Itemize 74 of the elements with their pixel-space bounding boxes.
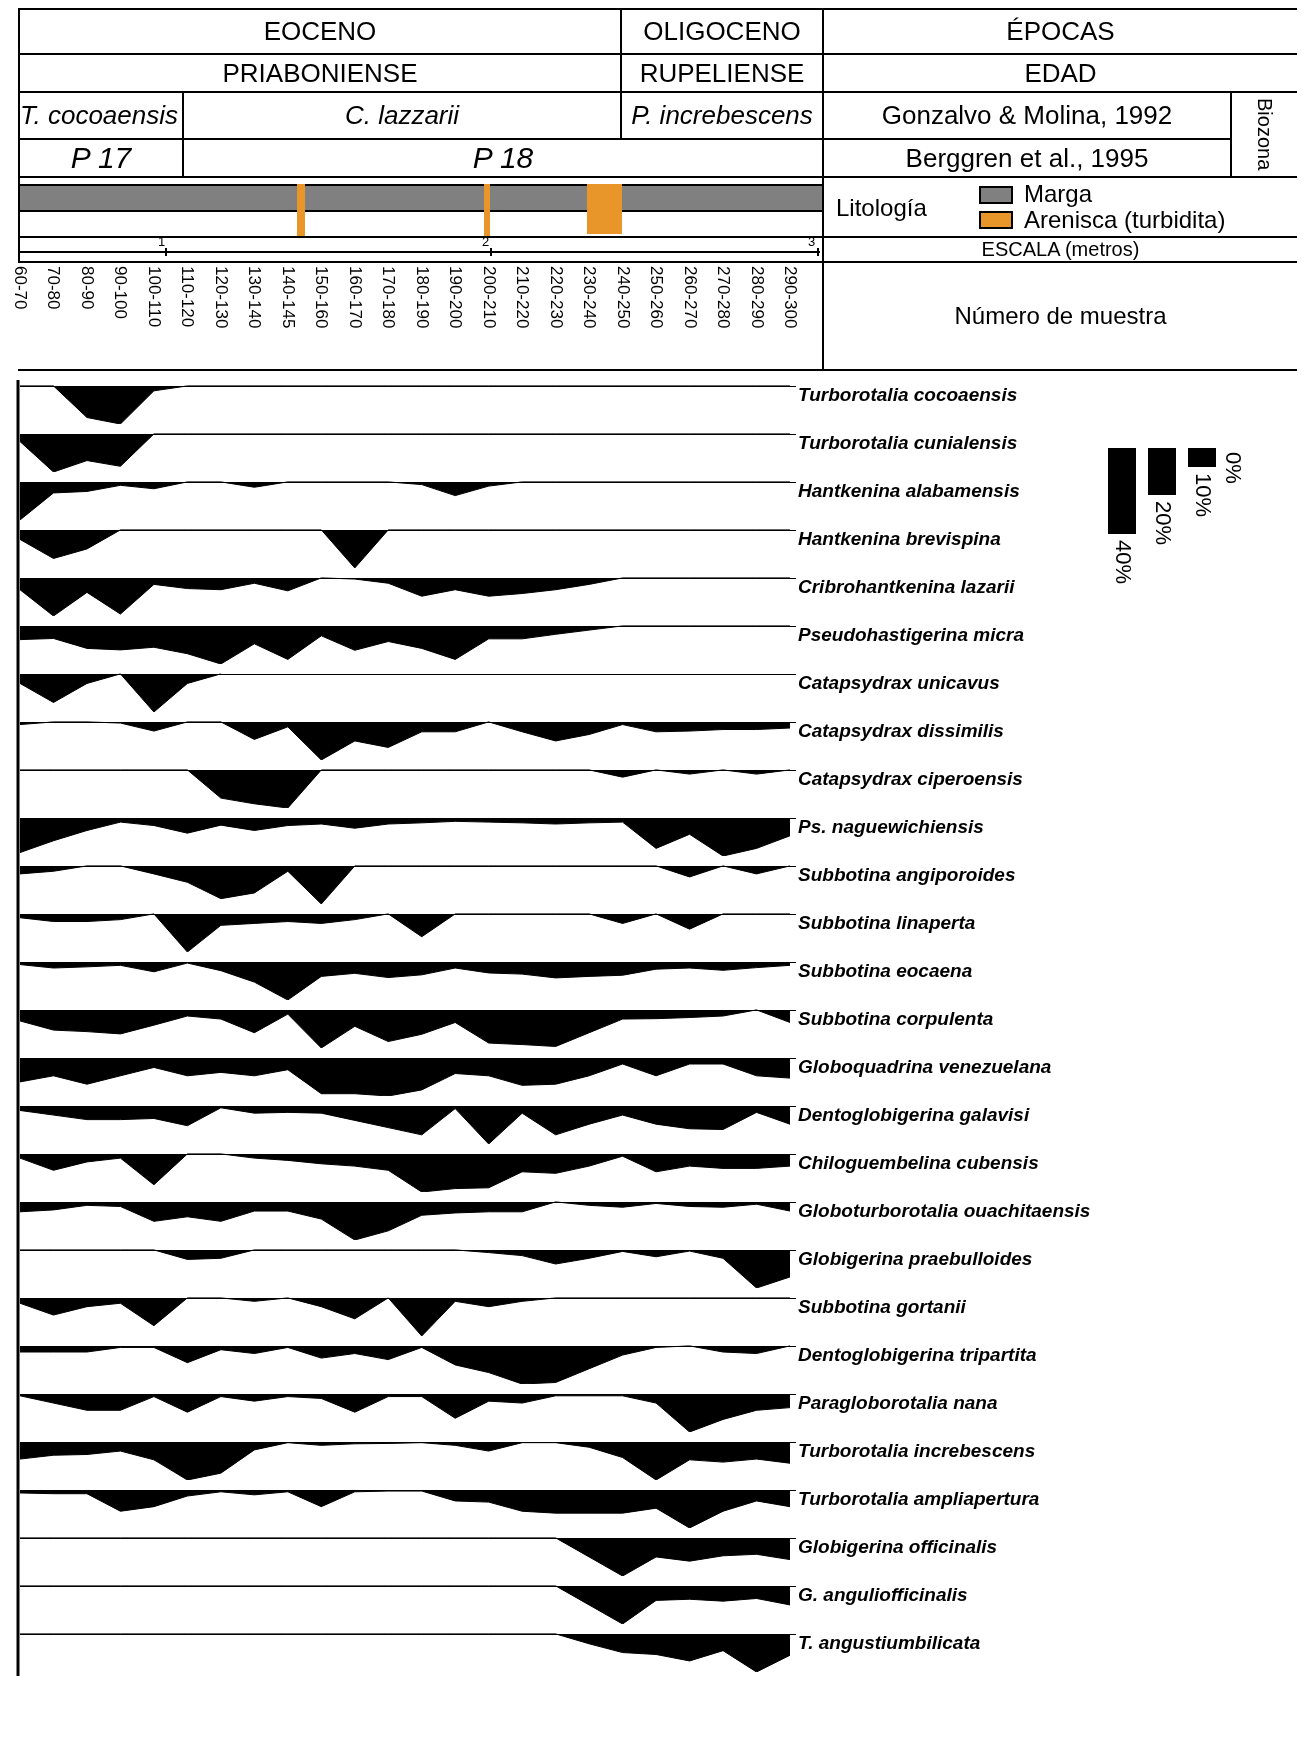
text: 180-190	[411, 266, 432, 329]
text: 160-170	[344, 266, 365, 329]
text: 10%	[1190, 473, 1216, 518]
series-label: G. anguliofficinalis	[798, 1584, 968, 1606]
text: 250-260	[646, 266, 667, 329]
text: 150-160	[311, 266, 332, 329]
series-label: Ps. naguewichiensis	[798, 816, 984, 838]
text: RUPELIENSE	[639, 57, 805, 89]
text: 170-180	[378, 266, 399, 329]
series-label: Globigerina officinalis	[798, 1536, 998, 1558]
series-label: Chiloguembelina cubensis	[798, 1152, 1039, 1174]
series-label: Paragloborotalia nana	[798, 1392, 998, 1414]
series-label: Dentoglobigerina tripartita	[798, 1344, 1037, 1366]
text: 100-110	[143, 266, 164, 328]
text: Marga	[1024, 180, 1093, 208]
series-label: Turborotalia increbescens	[798, 1440, 1036, 1462]
text: 90-100	[110, 266, 131, 319]
text: 0%	[1220, 452, 1246, 484]
text: 70-80	[43, 266, 64, 310]
text: 80-90	[76, 266, 97, 310]
text: 60-70	[10, 266, 30, 310]
text: P. increbescens	[631, 100, 813, 131]
text: 230-240	[579, 266, 600, 329]
series-label: T. angustiumbilicata	[798, 1632, 981, 1654]
series-label: Dentoglobigerina galavisi	[798, 1104, 1030, 1126]
series-label: Subbotina gortanii	[798, 1296, 967, 1318]
text: 40%	[1110, 540, 1136, 585]
text: Biozona	[1253, 98, 1276, 171]
series-label: Hantkenina brevispina	[798, 528, 1002, 550]
series-label: Catapsydrax dissimilis	[798, 720, 1004, 742]
text: 290-300	[780, 266, 800, 329]
text: 200-210	[478, 266, 499, 329]
series-label: Globigerina praebulloides	[798, 1248, 1033, 1270]
text: 110-120	[177, 266, 198, 328]
text: 280-290	[746, 266, 767, 329]
text: OLIGOCENO	[643, 16, 801, 47]
series-label: Pseudohastigerina micra	[798, 624, 1025, 646]
series-label: Catapsydrax ciperoensis	[798, 768, 1023, 790]
series-label: Turborotalia cocoaensis	[798, 384, 1018, 406]
text: 190-200	[445, 266, 466, 329]
series-label: Hantkenina alabamensis	[798, 480, 1020, 502]
text: Berggren et al., 1995	[905, 142, 1149, 174]
text: 270-280	[713, 266, 734, 329]
text: 120-130	[210, 266, 231, 329]
series-label: Cribrohantkenina lazarii	[798, 576, 1016, 598]
series-label: Subbotina angiporoides	[798, 864, 1016, 886]
text: P 17	[70, 141, 132, 175]
series-label: Turborotalia cunialensis	[798, 432, 1018, 454]
text: PRIABONIENSE	[222, 57, 418, 89]
text: P 18	[472, 141, 534, 175]
text: Catapsydrax unicavus	[798, 672, 1000, 694]
text: Gonzalvo & Molina, 1992	[881, 100, 1173, 131]
text: Arenisca (turbidita)	[1024, 206, 1226, 234]
text: 130-140	[244, 266, 265, 329]
series-label: Subbotina corpulenta	[798, 1008, 994, 1030]
series-label: Turborotalia ampliapertura	[798, 1488, 1040, 1510]
text: Número de muestra	[954, 302, 1167, 330]
series-label: Globoturborotalia ouachitaensis	[798, 1200, 1091, 1222]
text: C. lazzarii	[344, 100, 460, 131]
text: Litología	[836, 194, 927, 222]
series-label: Subbotina eocaena	[798, 960, 973, 982]
text: 140-145	[277, 266, 298, 329]
text: T. cocoaensis	[20, 100, 179, 131]
text: 260-270	[679, 266, 700, 329]
text: 220-230	[545, 266, 566, 329]
series-label: Globoquadrina venezuelana	[798, 1056, 1052, 1078]
text: 210-220	[512, 266, 533, 329]
text: ÉPOCAS	[1006, 16, 1115, 47]
series-label: Subbotina linaperta	[798, 912, 976, 934]
text: EDAD	[1024, 57, 1097, 89]
text: 20%	[1150, 501, 1176, 546]
text: EOCENO	[263, 16, 377, 47]
text: 240-250	[612, 266, 633, 329]
text: ESCALA (metros)	[981, 238, 1140, 261]
